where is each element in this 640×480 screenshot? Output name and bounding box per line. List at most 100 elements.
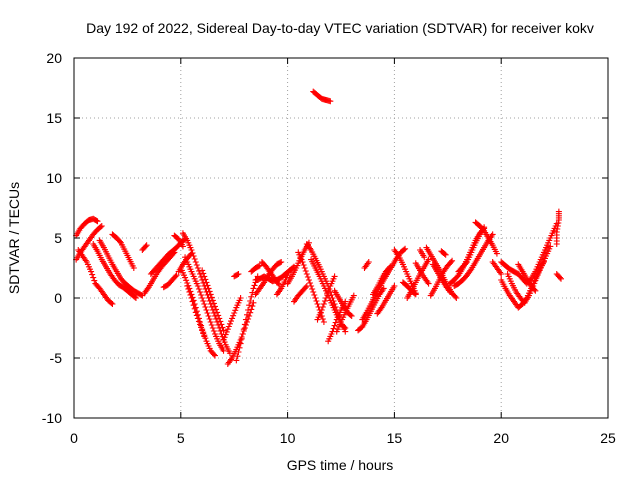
data-point bbox=[330, 325, 337, 332]
data-point bbox=[234, 353, 241, 360]
data-point bbox=[237, 295, 244, 301]
data-point bbox=[132, 295, 139, 301]
y-tick-label: -10 bbox=[42, 410, 62, 426]
data-point bbox=[222, 331, 229, 338]
data-point bbox=[131, 294, 138, 301]
data-point bbox=[226, 350, 233, 357]
data-point bbox=[448, 259, 455, 265]
data-point bbox=[193, 312, 200, 319]
data-point bbox=[320, 319, 327, 325]
series-sdtvar bbox=[73, 88, 565, 367]
data-point bbox=[531, 280, 538, 287]
data-point bbox=[218, 321, 225, 328]
data-point bbox=[220, 337, 227, 343]
data-point bbox=[386, 265, 393, 271]
data-point bbox=[558, 275, 565, 282]
data-point bbox=[88, 268, 95, 275]
data-point bbox=[318, 307, 325, 313]
data-point bbox=[188, 247, 195, 253]
data-point bbox=[348, 313, 355, 319]
data-point bbox=[387, 263, 394, 270]
data-point bbox=[246, 302, 253, 309]
x-tick-label: 25 bbox=[600, 430, 616, 446]
data-point bbox=[327, 98, 334, 105]
data-point bbox=[202, 304, 209, 310]
data-point bbox=[277, 259, 284, 266]
data-point bbox=[235, 271, 242, 277]
data-point bbox=[236, 344, 243, 351]
x-tick-label: 15 bbox=[387, 430, 403, 446]
data-point bbox=[198, 292, 205, 298]
data-point bbox=[412, 291, 419, 298]
axis-ticks: 0 5 10 15 20 25 -10 -5 0 5 10 15 20 bbox=[42, 50, 616, 446]
data-point bbox=[230, 312, 237, 319]
data-point bbox=[319, 316, 326, 322]
data-point bbox=[231, 310, 238, 316]
y-tick-label: 5 bbox=[54, 230, 62, 246]
data-point bbox=[341, 324, 348, 331]
data-point bbox=[391, 283, 398, 289]
data-point bbox=[214, 319, 221, 325]
data-point bbox=[191, 256, 198, 262]
data-point bbox=[186, 289, 193, 295]
data-point bbox=[331, 273, 338, 280]
data-point bbox=[320, 301, 327, 307]
data-point bbox=[299, 259, 306, 265]
data-point bbox=[182, 274, 189, 281]
data-point bbox=[215, 322, 222, 328]
data-point bbox=[446, 289, 453, 295]
data-point bbox=[309, 286, 316, 292]
data-point bbox=[200, 298, 207, 304]
data-point bbox=[195, 268, 202, 274]
data-point bbox=[91, 277, 98, 284]
data-point bbox=[310, 289, 317, 295]
y-tick-label: 20 bbox=[46, 50, 62, 66]
data-point bbox=[210, 310, 217, 316]
x-tick-label: 5 bbox=[177, 430, 185, 446]
data-point bbox=[425, 280, 432, 287]
data-point bbox=[326, 286, 333, 292]
data-point bbox=[489, 231, 496, 238]
data-point bbox=[203, 307, 210, 313]
data-point bbox=[199, 327, 206, 334]
data-point bbox=[240, 326, 247, 333]
data-point bbox=[453, 295, 460, 301]
data-point bbox=[93, 217, 100, 224]
data-point bbox=[342, 325, 349, 331]
data-point bbox=[203, 279, 210, 286]
data-point bbox=[184, 283, 191, 289]
data-point bbox=[201, 283, 208, 289]
data-point bbox=[198, 324, 205, 331]
data-point bbox=[308, 283, 315, 289]
data-point bbox=[217, 318, 224, 325]
data-point bbox=[278, 259, 285, 265]
data-point bbox=[248, 293, 255, 300]
data-point bbox=[220, 347, 227, 354]
data-point bbox=[200, 270, 207, 277]
data-point bbox=[250, 285, 257, 292]
data-point bbox=[276, 281, 283, 288]
data-point bbox=[211, 303, 218, 310]
data-point bbox=[321, 298, 328, 304]
data-point bbox=[218, 331, 225, 337]
data-point bbox=[208, 322, 215, 328]
data-point bbox=[179, 243, 186, 250]
y-tick-label: -5 bbox=[50, 350, 63, 366]
data-point bbox=[216, 325, 223, 331]
data-point bbox=[533, 274, 540, 281]
data-point bbox=[204, 292, 211, 298]
data-point bbox=[89, 271, 96, 278]
data-point bbox=[237, 340, 244, 347]
data-point bbox=[305, 277, 312, 283]
data-point bbox=[325, 289, 332, 295]
data-point bbox=[250, 299, 257, 306]
data-point bbox=[227, 318, 234, 325]
data-point bbox=[248, 306, 255, 313]
data-point bbox=[108, 300, 115, 307]
data-point bbox=[242, 322, 249, 328]
data-point bbox=[347, 312, 354, 319]
data-point bbox=[197, 271, 204, 277]
data-point bbox=[209, 297, 216, 304]
data-point bbox=[226, 320, 233, 327]
data-point bbox=[205, 285, 212, 292]
